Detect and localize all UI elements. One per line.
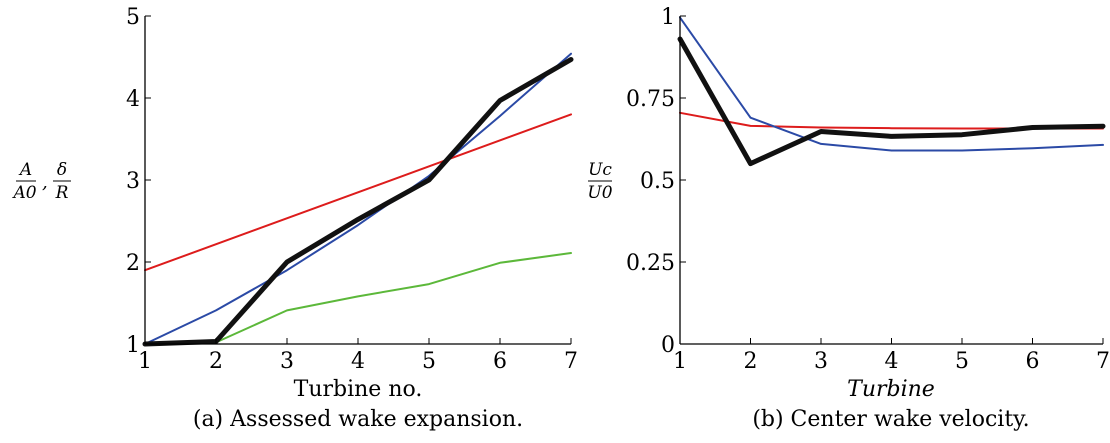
- ylabel-a-num1: A: [18, 160, 32, 180]
- x-tick-label-b: 5: [955, 349, 969, 374]
- x-tick-label-a: 2: [209, 349, 223, 374]
- y-tick-label-b: 1: [661, 5, 675, 30]
- y-tick-label-b: 0: [661, 333, 675, 358]
- y-tick-label-a: 4: [126, 87, 140, 112]
- panel-b-ylabel: Uc U0: [587, 160, 612, 203]
- x-tick-label-a: 6: [493, 349, 507, 374]
- y-tick-label-b: 0.25: [626, 251, 675, 276]
- x-tick-label-a: 7: [564, 349, 578, 374]
- ylabel-a-num2: δ: [57, 160, 67, 180]
- caption-a: (a) Assessed wake expansion.: [193, 407, 523, 432]
- y-tick-label-a: 1: [126, 333, 140, 358]
- series-line-b-1: [679, 16, 1104, 152]
- y-tick-label-b: 0.75: [626, 87, 675, 112]
- panel-a-series: [142, 52, 574, 347]
- series-line-a-3: [142, 57, 574, 347]
- caption-b: (b) Center wake velocity.: [752, 407, 1029, 432]
- panel-a-wake-expansion: 1 2 3 4 5 6 7 1 2 3 4 5 A A0 , δ R Turbine no. (a) …: [11, 5, 578, 432]
- x-tick-label-b: 6: [1026, 349, 1040, 374]
- x-tick-label-a: 3: [280, 349, 294, 374]
- x-tick-label-a: 5: [422, 349, 436, 374]
- panel-b-axes: 1 2 3 4 5 6 7 0 0.25 0.5 0.75 1: [626, 5, 1110, 374]
- y-tick-label-a: 2: [126, 251, 140, 276]
- series-line-a-2: [144, 252, 572, 345]
- x-tick-label-b: 4: [885, 349, 899, 374]
- panel-a-axes: 1 2 3 4 5 6 7 1 2 3 4 5: [126, 5, 578, 374]
- series-line-b-2: [677, 36, 1106, 167]
- x-tick-label-b: 7: [1096, 349, 1110, 374]
- ylabel-a-den1: A0: [11, 183, 36, 203]
- panel-b-series: [677, 16, 1106, 167]
- y-tick-label-a: 5: [126, 5, 140, 30]
- series-line-a-1: [144, 52, 572, 345]
- x-tick-label-b: 2: [744, 349, 758, 374]
- x-tick-label-b: 3: [814, 349, 828, 374]
- x-tick-label-a: 1: [138, 349, 152, 374]
- xlabel-b: Turbine: [847, 377, 935, 402]
- xlabel-a: Turbine no.: [294, 377, 423, 402]
- series-line-a-0: [144, 113, 572, 272]
- x-tick-label-a: 4: [351, 349, 365, 374]
- ylabel-a-den2: R: [55, 183, 69, 203]
- panel-a-ylabel: A A0 , δ R: [11, 160, 71, 203]
- ylabel-b-den: U0: [587, 183, 612, 203]
- y-tick-label-a: 3: [126, 169, 140, 194]
- ylabel-b-num: Uc: [588, 160, 612, 180]
- y-tick-label-b: 0.5: [640, 169, 675, 194]
- x-tick-label-b: 1: [673, 349, 687, 374]
- panel-b-center-velocity: 1 2 3 4 5 6 7 0 0.25 0.5 0.75 1 Uc U0 Turbine (b) C…: [587, 5, 1110, 432]
- ylabel-a-sep: ,: [42, 172, 48, 193]
